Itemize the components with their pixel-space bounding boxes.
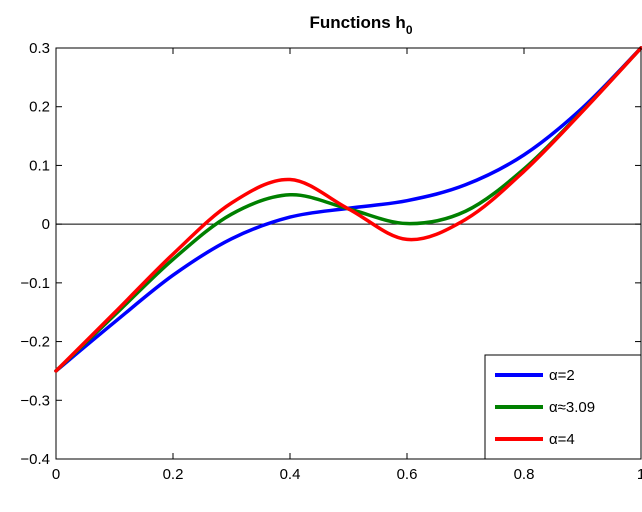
x-tick-label: 0.4 — [280, 466, 301, 483]
legend: α=2 α≈3.09 α=4 — [484, 354, 642, 460]
y-tick-label: −0.3 — [20, 392, 50, 409]
y-tick-label: −0.4 — [20, 451, 50, 468]
chart-title-subscript: 0 — [406, 23, 413, 37]
legend-label-3: α=4 — [549, 431, 575, 448]
chart-title-main: Functions h — [309, 13, 405, 32]
chart-title: Functions h0 — [309, 13, 412, 37]
x-tick-label: 0.8 — [514, 466, 535, 483]
legend-label-1: α=2 — [549, 367, 575, 384]
y-tick-label: −0.2 — [20, 334, 50, 351]
x-tick-label: 0.2 — [163, 466, 184, 483]
plot-area — [54, 46, 642, 460]
x-tick-label: 1 — [637, 466, 642, 483]
series-line-3 — [54, 46, 642, 373]
y-tick-label: −0.1 — [20, 275, 50, 292]
legend-label-2: α≈3.09 — [549, 399, 595, 416]
y-tick-label: 0 — [42, 216, 50, 233]
x-tick-label: 0 — [52, 466, 60, 483]
y-tick-label: 0.1 — [29, 157, 50, 174]
y-tick-label: 0.2 — [29, 99, 50, 116]
y-tick-label: 0.3 — [29, 40, 50, 57]
x-tick-label: 0.6 — [397, 466, 418, 483]
axis-ticks: 0 0.2 0.4 0.6 0.8 1 −0.4 −0.3 −0.2 −0.1 0 0.1 0.2 0.3 — [20, 40, 642, 483]
